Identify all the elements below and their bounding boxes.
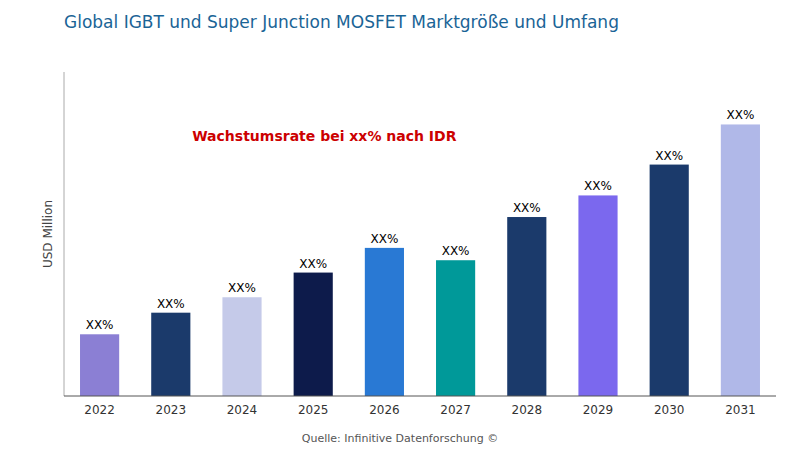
x-tick-label: 2031 (725, 403, 756, 417)
x-tick-label: 2022 (84, 403, 115, 417)
data-label: XX% (157, 297, 185, 311)
x-tick-label: 2026 (369, 403, 400, 417)
x-axis (64, 396, 776, 397)
bar (294, 273, 333, 396)
bar (436, 260, 475, 396)
x-tick-label: 2030 (654, 403, 685, 417)
x-tick-label: 2025 (298, 403, 329, 417)
data-label: XX% (86, 318, 114, 332)
bar (151, 313, 190, 396)
bar (721, 124, 760, 396)
x-tick-label: 2027 (440, 403, 471, 417)
bar (650, 165, 689, 396)
y-axis (64, 72, 65, 396)
data-label: XX% (442, 244, 470, 258)
background (0, 0, 800, 450)
data-label: XX% (726, 108, 754, 122)
data-label: XX% (513, 201, 541, 215)
bar (222, 297, 261, 396)
bars (80, 124, 760, 396)
x-tick-label: 2023 (156, 403, 187, 417)
data-label: XX% (228, 281, 256, 295)
annotation: Wachstumsrate bei xx% nach IDR (192, 128, 457, 144)
y-axis-label: USD Million (41, 200, 55, 268)
x-tick-label: 2024 (227, 403, 258, 417)
data-label: XX% (655, 149, 683, 163)
bar (365, 248, 404, 396)
chart: Global IGBT und Super Junction MOSFET Ma… (0, 0, 800, 450)
bar (578, 195, 617, 396)
bar (507, 217, 546, 396)
data-label: XX% (584, 179, 612, 193)
bar (80, 334, 119, 396)
title: Global IGBT und Super Junction MOSFET Ma… (64, 12, 619, 32)
data-label: XX% (370, 232, 398, 246)
x-tick-label: 2029 (583, 403, 614, 417)
source-note: Quelle: Infinitive Datenforschung © (302, 432, 498, 445)
x-tick-label: 2028 (512, 403, 543, 417)
data-label: XX% (299, 257, 327, 271)
